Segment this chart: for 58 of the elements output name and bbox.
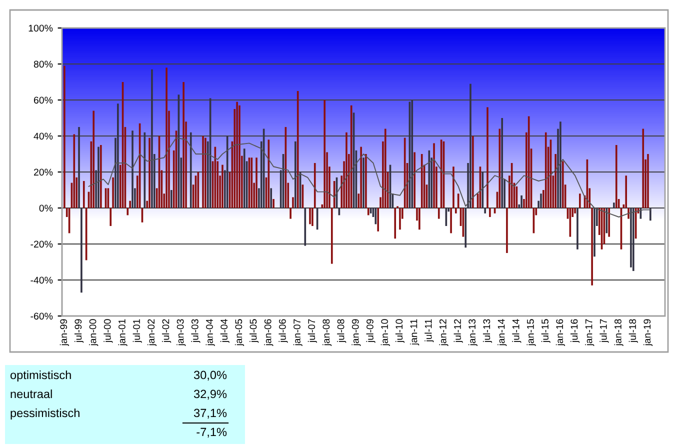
y-tick-label: 80% bbox=[34, 60, 53, 68]
x-tick-label: jan-02 bbox=[147, 319, 156, 346]
x-tick-label: jan-08 bbox=[322, 319, 332, 346]
x-tick-label: jul-18 bbox=[628, 319, 638, 343]
x-tick-label: jul-02 bbox=[162, 319, 172, 343]
x-tick-label: jan-11 bbox=[410, 319, 420, 346]
x-tick-label: jan-17 bbox=[585, 319, 594, 346]
line-series bbox=[88, 137, 651, 218]
x-tick-label: jan-00 bbox=[89, 319, 98, 346]
x-tick-label: jul-07 bbox=[308, 319, 317, 343]
y-tick-label: -60% bbox=[30, 312, 53, 320]
y-tick-label: 100% bbox=[28, 24, 53, 32]
text: neutraal bbox=[10, 389, 52, 398]
x-tick-label: jul-14 bbox=[512, 319, 522, 343]
text: pessimistisch bbox=[10, 408, 80, 420]
x-tick-label: jul-13 bbox=[482, 319, 492, 343]
x-tick-label: jul-00 bbox=[104, 319, 113, 343]
x-tick-label: jan-12 bbox=[439, 319, 448, 346]
x-tick-label: jul-08 bbox=[337, 319, 346, 343]
x-tick-label: jan-16 bbox=[556, 319, 565, 346]
y-tick-label: 60% bbox=[34, 96, 53, 104]
x-tick-label: jan-03 bbox=[176, 319, 186, 346]
y-tick-label: 20% bbox=[34, 168, 53, 176]
x-tick-label: jan-07 bbox=[293, 319, 302, 346]
text: optimistisch bbox=[10, 370, 71, 382]
y-tick-label: -40% bbox=[30, 276, 53, 284]
text: 37,1% bbox=[194, 408, 227, 419]
x-tick-label: jul-99 bbox=[74, 319, 84, 343]
x-tick-label: jan-14 bbox=[498, 319, 507, 346]
x-tick-label: jan-04 bbox=[206, 319, 215, 346]
y-tick-label: 0% bbox=[39, 204, 53, 212]
x-tick-label: jul-17 bbox=[600, 319, 609, 343]
x-tick-label: jan-19 bbox=[643, 319, 653, 346]
x-tick-label: jan-13 bbox=[468, 319, 478, 346]
x-tick-label: jul-10 bbox=[395, 319, 405, 343]
x-tick-label: jul-06 bbox=[278, 319, 288, 343]
text: 30,0% bbox=[194, 370, 227, 381]
x-tick-label: jul-05 bbox=[250, 319, 259, 343]
x-tick-label: jan-15 bbox=[526, 319, 536, 346]
text: 32,9% bbox=[194, 390, 227, 400]
x-tick-label: jul-09 bbox=[366, 319, 376, 343]
x-tick-label: jan-01 bbox=[118, 319, 128, 346]
x-tick-label: jul-16 bbox=[570, 319, 580, 343]
x-tick-label: jan-99 bbox=[60, 319, 69, 346]
x-tick-label: jan-09 bbox=[352, 319, 361, 346]
x-tick-label: jul-03 bbox=[191, 319, 200, 343]
y-tick-label: 40% bbox=[34, 132, 53, 140]
x-tick-label: jul-01 bbox=[132, 319, 142, 343]
x-tick-label: jan-06 bbox=[264, 319, 274, 346]
x-tick-label: jan-18 bbox=[614, 319, 624, 346]
x-tick-label: jul-04 bbox=[220, 319, 230, 343]
x-tick-label: jul-11 bbox=[424, 319, 434, 342]
x-tick-label: jul-12 bbox=[454, 319, 463, 343]
x-tick-label: jan-05 bbox=[234, 319, 244, 346]
x-tick-label: jan-10 bbox=[380, 319, 390, 346]
x-tick-label: jul-15 bbox=[541, 319, 550, 343]
text: -7,1% bbox=[196, 428, 227, 438]
y-tick-label: -20% bbox=[30, 240, 53, 248]
